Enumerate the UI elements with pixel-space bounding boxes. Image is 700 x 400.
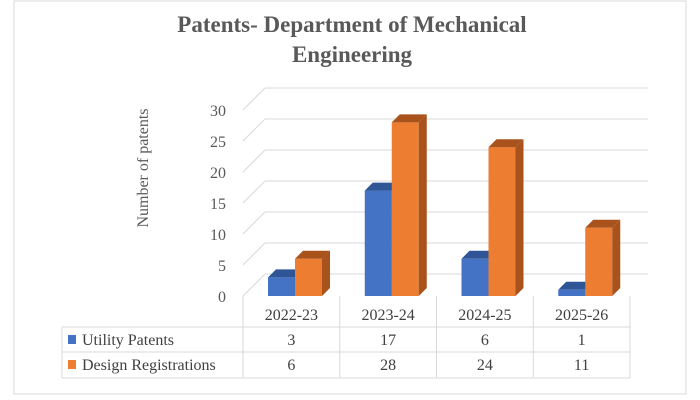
x-tick-label: 2023-24 [361,307,414,324]
legend-label: Design Registrations [82,357,216,374]
gridline-diagonal [242,87,266,111]
x-tick-label: 2025-26 [555,307,608,324]
y-tick-label: 20 [210,165,226,182]
legend-swatch [68,360,76,369]
bar-1-2024-25 [488,147,516,296]
gridline-diagonal [242,273,266,297]
bar-1-2025-26 [585,227,613,296]
bar-1-2023-24 [391,122,419,297]
y-tick-label: 10 [210,227,226,244]
gridline-diagonal [242,118,266,142]
bar-top [461,250,497,259]
data-label: 6 [287,357,295,374]
bar-top [364,182,400,191]
bar-1-2022-23 [295,258,322,296]
y-tick-label: 5 [218,258,226,275]
legend-label: Utility Patents [82,332,174,349]
data-label: 6 [481,332,489,349]
y-tick-label: 0 [218,289,226,306]
legend-swatch [68,335,76,344]
bar-0-2022-23 [268,277,295,296]
data-label: 17 [380,332,396,349]
data-label: 11 [574,357,589,374]
bar-top [268,269,303,278]
gridline-diagonal [242,242,266,266]
bar-top [295,250,330,259]
x-tick-label: 2024-25 [458,307,511,324]
chart-border [13,0,687,395]
x-tick-label: 2022-23 [265,307,318,324]
gridline-diagonal [242,149,266,173]
bar-side [515,139,524,296]
y-tick-label: 25 [210,134,226,151]
data-label: 3 [287,332,295,349]
y-axis-label: Number of patents [135,108,152,227]
bar-side [612,219,621,296]
gridline-diagonal [242,180,266,204]
bar-top [558,281,594,290]
bar-0-2023-24 [364,190,392,296]
bar-top [585,219,621,228]
chart-title: Engineering [292,42,413,67]
data-label: 28 [380,357,396,374]
bar-side [322,250,330,296]
bar-top [391,114,427,123]
gridline-diagonal [242,211,266,235]
chart-title: Patents- Department of Mechanical [177,12,526,37]
bar-top [488,139,524,148]
bar-side [418,114,427,297]
y-tick-label: 15 [210,196,226,213]
data-label: 24 [477,357,493,374]
data-label: 1 [578,332,586,349]
y-tick-label: 30 [210,103,226,120]
bar-0-2025-26 [558,289,586,296]
bar-0-2024-25 [461,258,489,296]
